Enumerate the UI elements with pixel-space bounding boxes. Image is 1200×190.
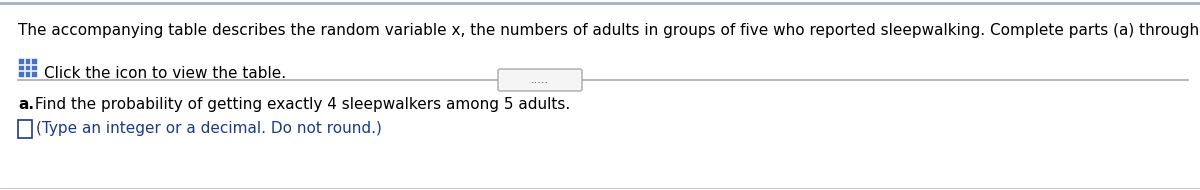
Bar: [31, 58, 36, 63]
Text: .....: .....: [530, 75, 550, 85]
Bar: [24, 64, 30, 70]
Text: a.: a.: [18, 97, 34, 112]
Bar: [31, 64, 36, 70]
Text: The accompanying table describes the random variable x, the numbers of adults in: The accompanying table describes the ran…: [18, 23, 1200, 38]
Bar: [18, 58, 24, 63]
Bar: [18, 71, 24, 77]
Text: (Type an integer or a decimal. Do not round.): (Type an integer or a decimal. Do not ro…: [36, 121, 382, 136]
Text: Find the probability of getting exactly 4 sleepwalkers among 5 adults.: Find the probability of getting exactly …: [30, 97, 570, 112]
Bar: [24, 58, 30, 63]
Bar: [24, 71, 30, 77]
Bar: [18, 120, 32, 138]
Text: Click the icon to view the table.: Click the icon to view the table.: [43, 66, 286, 81]
Bar: [31, 71, 36, 77]
FancyBboxPatch shape: [498, 69, 582, 91]
Bar: [18, 64, 24, 70]
